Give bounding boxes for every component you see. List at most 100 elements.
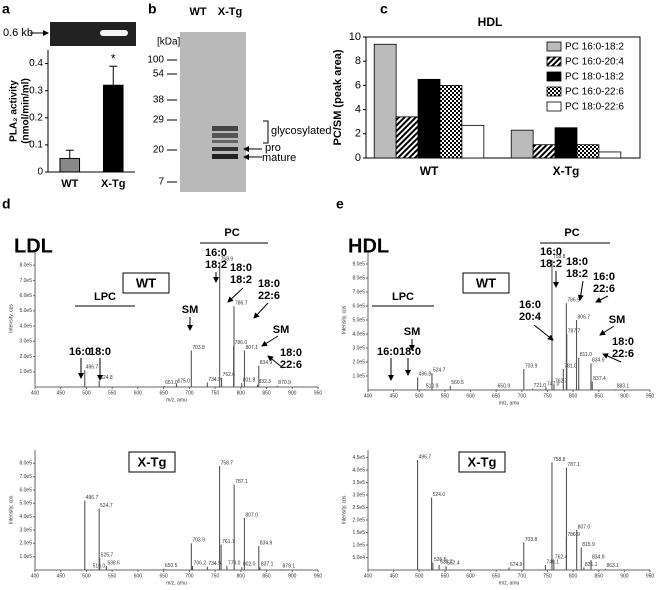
sample-box xyxy=(128,451,176,473)
form-label: glycosylated xyxy=(271,125,332,137)
annotation: 16:0 xyxy=(593,271,615,283)
y-tick-label: 0 xyxy=(355,152,361,164)
x-tick-label: 450 xyxy=(389,393,398,399)
form-label: mature xyxy=(262,152,296,164)
peak-label: 834.9 xyxy=(260,540,273,546)
peak-label: 552.4 xyxy=(447,561,460,567)
legend-label: PC 18:0-18:2 xyxy=(565,72,624,83)
spectrum-title: HDL xyxy=(348,235,389,257)
blot-band xyxy=(212,133,238,138)
peak-label: 834.9 xyxy=(592,358,605,364)
y-axis-label: Intensity, cps xyxy=(8,495,14,524)
y-tick-label: 5.0e5 xyxy=(19,308,32,314)
y-tick-label: 8.0e5 xyxy=(19,461,32,467)
y-tick-label: 1.0e5 xyxy=(19,554,32,560)
y-tick-label: 0.3 xyxy=(29,85,43,96)
annotation: 20:4 xyxy=(519,311,542,323)
plot-frame xyxy=(365,36,641,159)
annotation: 22:6 xyxy=(612,348,634,360)
y-axis-label: PLA₂ activity xyxy=(9,80,20,142)
x-tick-label: 950 xyxy=(314,390,323,396)
peak-label: 807.0 xyxy=(578,524,591,530)
legend-swatch xyxy=(546,56,562,67)
annotation: 16:0 xyxy=(377,346,399,358)
annotation: 18:0 xyxy=(230,262,252,274)
y-tick-label: 7.0e5 xyxy=(19,474,32,480)
marker-label: 20 xyxy=(153,145,165,156)
x-tick-label: 700 xyxy=(518,573,527,579)
y-tick-label: 3.0e5 xyxy=(19,339,32,345)
peak-label: 762.6 xyxy=(223,372,236,378)
y-tick-label: 7.0e5 xyxy=(352,289,365,295)
x-tick-label: 500 xyxy=(82,573,91,579)
legend-label: PC 16:0-18:2 xyxy=(565,42,624,53)
sample-box xyxy=(458,451,506,473)
annotation: 18:0 xyxy=(258,278,280,290)
annotation: SM xyxy=(182,304,199,316)
bar xyxy=(59,157,81,173)
y-tick-label: 6.0e5 xyxy=(19,487,32,493)
x-tick-label: 700 xyxy=(518,393,527,399)
lane-label: X-Tg xyxy=(218,6,242,18)
peak-label: 781.0 xyxy=(564,363,577,369)
peak-label: 703.8 xyxy=(525,537,538,543)
blot-band xyxy=(212,126,238,131)
marker-label: 54 xyxy=(153,69,165,80)
y-tick-label: 0.4 xyxy=(29,58,43,69)
marker-label: 29 xyxy=(153,115,165,126)
peak-label: 734.9 xyxy=(208,377,221,383)
y-tick-label: 5.0e5 xyxy=(19,501,32,507)
annotation: 18:2 xyxy=(540,258,562,270)
legend-label: PC 18:0-22:6 xyxy=(565,102,624,113)
x-tick-label: 600 xyxy=(134,390,143,396)
peak-label: 758.9 xyxy=(221,257,234,263)
annotation: 16:0 xyxy=(519,299,541,311)
x-tick-label: 950 xyxy=(646,393,655,399)
x-tick-label: 600 xyxy=(466,393,475,399)
peak-label: 650.9 xyxy=(498,384,511,390)
x-tick-label: 550 xyxy=(108,573,117,579)
y-tick-label: 1.5e5 xyxy=(352,530,365,536)
x-tick-label: 600 xyxy=(466,573,475,579)
peak-label: 496.7 xyxy=(86,365,99,371)
y-tick-label: 6.0e5 xyxy=(19,293,32,299)
peak-label: 524.8 xyxy=(100,375,113,381)
peak-label: 496.8 xyxy=(419,372,432,378)
annotation: 22:6 xyxy=(280,359,302,371)
panel-label: b xyxy=(148,1,157,17)
y-tick-label: 1.0e5 xyxy=(352,542,365,548)
x-tick-label: 650 xyxy=(492,573,501,579)
annotation: * xyxy=(111,51,116,65)
annotation: LPC xyxy=(392,291,414,303)
marker-label: 38 xyxy=(153,95,165,106)
x-tick-label: 500 xyxy=(82,390,91,396)
y-axis-label: Intensity, cps xyxy=(341,305,347,334)
peak-label: 762.7 xyxy=(555,379,568,385)
unit-label: [kDa] xyxy=(157,37,181,48)
y-tick-label: 2.0e5 xyxy=(352,359,365,365)
y-tick-label: 4.0e5 xyxy=(19,323,32,329)
x-tick-label: 850 xyxy=(595,393,604,399)
peak-label: 801.8 xyxy=(243,378,256,384)
x-tick-label: 700 xyxy=(185,573,194,579)
x-tick-label: X-Tg xyxy=(101,178,125,190)
y-tick-label: 8.0e5 xyxy=(352,275,365,281)
x-axis-label: m/z, amu xyxy=(499,400,520,406)
blot-image xyxy=(180,32,246,192)
x-tick-label: 800 xyxy=(237,573,246,579)
y-tick-label: 2.0e5 xyxy=(352,517,365,523)
annotation: PC xyxy=(224,227,239,239)
peak-label: 832.3 xyxy=(258,379,271,385)
annotation-arrow xyxy=(602,353,622,363)
bar xyxy=(373,43,397,159)
annotation: 18:0 xyxy=(89,346,111,358)
panel-label: d xyxy=(2,196,11,212)
y-tick-label: 8.0e5 xyxy=(19,263,32,269)
annotation: SM xyxy=(404,326,421,338)
gel-label: 0.6 kb xyxy=(3,27,33,39)
legend-swatch xyxy=(546,71,562,82)
y-tick-label: 0.1 xyxy=(29,140,43,151)
peak-label: 538.6 xyxy=(107,560,120,566)
annotation-arrow xyxy=(267,355,284,369)
